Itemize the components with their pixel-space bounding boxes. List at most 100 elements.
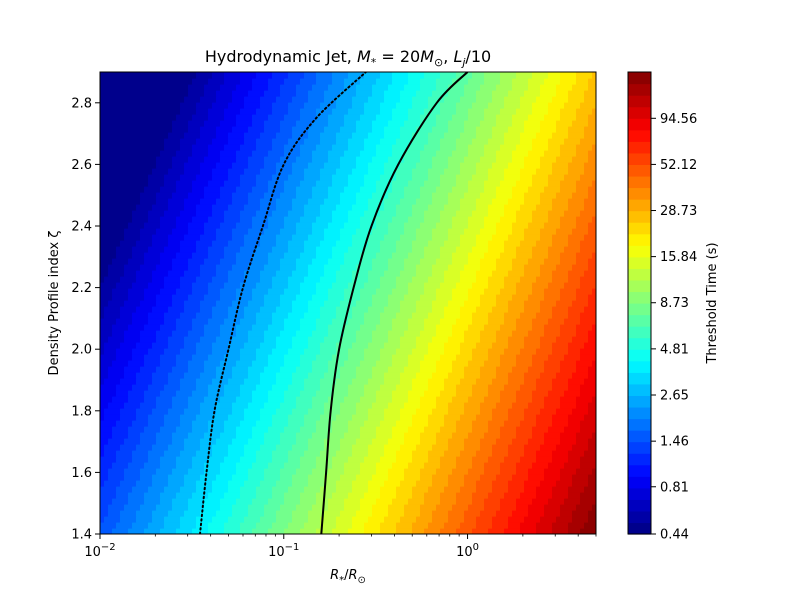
contour-cell [492,360,497,367]
contour-cell [460,468,465,475]
contour-cell [560,330,565,337]
contour-cell [136,414,141,421]
contour-cell [276,354,281,361]
contour-cell [216,306,221,313]
contour-cell [564,522,569,529]
contour-cell [332,336,337,343]
contour-cell [100,348,105,355]
contour-cell [340,492,345,499]
contour-cell [232,372,237,379]
contour-cell [512,396,517,403]
contour-cell [272,312,277,319]
contour-cell [396,438,401,445]
contour-cell [556,372,561,379]
contour-cell [256,342,261,349]
contour-cell [540,294,545,301]
contour-cell [488,396,493,403]
contour-cell [240,378,245,385]
contour-cell [208,318,213,325]
contour-cell [232,438,237,445]
contour-cell [452,444,457,451]
contour-cell [284,498,289,505]
contour-cell [448,450,453,457]
contour-cell [376,504,381,511]
contour-cell [204,450,209,457]
contour-cell [268,402,273,409]
contour-cell [548,504,553,511]
contour-cell [400,354,405,361]
contour-cell [144,378,149,385]
contour-cell [448,402,453,409]
contour-cell [404,366,409,373]
contour-cell [544,408,549,415]
contour-cell [344,474,349,481]
contour-cell [288,432,293,439]
contour-cell [524,294,529,301]
contour-cell [200,402,205,409]
contour-cell [116,300,121,307]
contour-cell [340,294,345,301]
contour-cell [356,384,361,391]
contour-cell [584,300,589,307]
contour-cell [528,318,533,325]
contour-cell [148,354,153,361]
contour-cell [496,426,501,433]
contour-cell [248,504,253,511]
contour-cell [240,432,245,439]
contour-cell [532,402,537,409]
contour-cell [408,462,413,469]
contour-cell [412,492,417,499]
contour-cell [180,522,185,529]
contour-cell [116,288,121,295]
contour-cell [540,378,545,385]
contour-cell [488,402,493,409]
contour-cell [360,300,365,307]
contour-cell [556,516,561,523]
contour-cell [104,498,109,505]
contour-cell [428,348,433,355]
contour-cell [332,486,337,493]
contour-cell [180,474,185,481]
contour-cell [476,414,481,421]
contour-cell [192,456,197,463]
contour-cell [168,390,173,397]
contour-cell [184,372,189,379]
contour-cell [260,486,265,493]
contour-cell [256,438,261,445]
contour-cell [268,342,273,349]
contour-cell [428,378,433,385]
contour-cell [328,342,333,349]
contour-cell [120,378,125,385]
contour-cell [280,480,285,487]
contour-cell [344,300,349,307]
contour-cell [240,480,245,487]
contour-cell [272,306,277,313]
contour-cell [496,456,501,463]
contour-cell [396,330,401,337]
contour-cell [412,468,417,475]
contour-cell [448,504,453,511]
contour-cell [220,432,225,439]
contour-cell [160,300,165,307]
contour-cell [180,294,185,301]
contour-cell [284,378,289,385]
contour-cell [204,444,209,451]
contour-cell [396,486,401,493]
contour-cell [576,366,581,373]
contour-cell [304,330,309,337]
contour-cell [448,492,453,499]
contour-cell [148,306,153,313]
contour-cell [236,414,241,421]
contour-cell [336,318,341,325]
contour-cell [592,492,596,499]
contour-cell [348,444,353,451]
contour-cell [240,360,245,367]
contour-cell [148,372,153,379]
contour-cell [480,396,485,403]
contour-cell [212,336,217,343]
contour-cell [264,396,269,403]
contour-cell [400,432,405,439]
contour-cell [148,390,153,397]
contour-cell [216,492,221,499]
contour-cell [244,324,249,331]
